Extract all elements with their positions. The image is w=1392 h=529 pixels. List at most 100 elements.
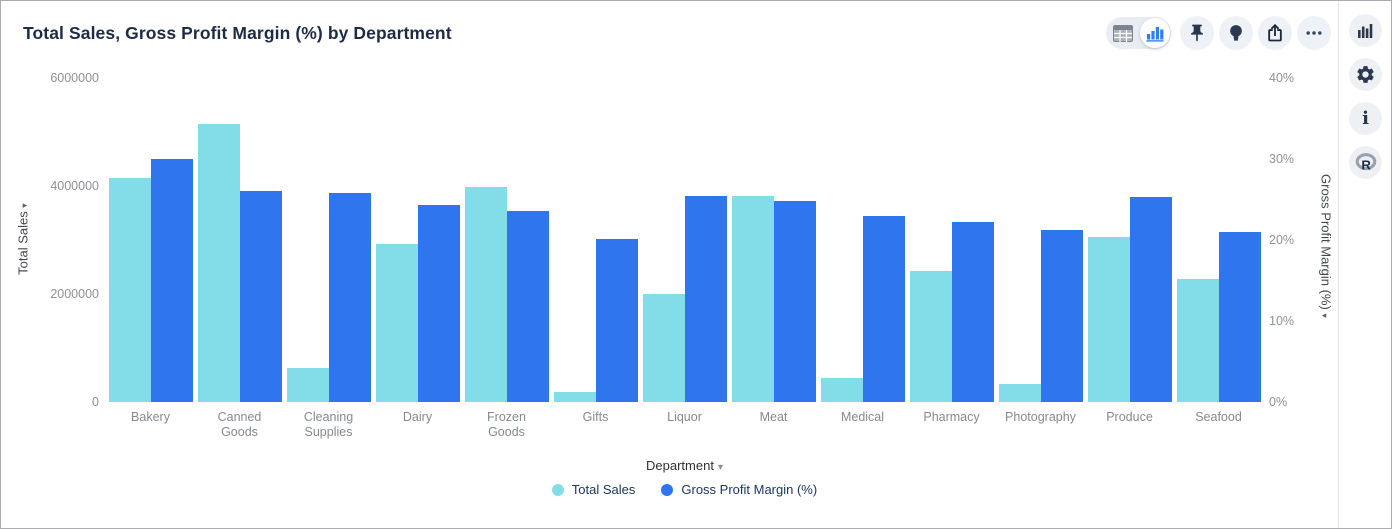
x-tick-label: Frozen Goods — [487, 410, 526, 439]
y-tick-label-right: 10% — [1269, 314, 1295, 328]
gear-icon — [1357, 66, 1374, 83]
legend-item[interactable]: Total Sales — [551, 482, 636, 497]
chart-toolbar — [1106, 16, 1331, 50]
x-tick-label: Produce — [1106, 410, 1153, 424]
y-tick-label-right: 30% — [1269, 152, 1295, 166]
bar-total-sales[interactable] — [731, 195, 774, 402]
pin-icon — [1191, 24, 1203, 42]
y-tick-label-left: 6000000 — [50, 71, 99, 85]
plot-area: Bakery Canned Goods Cleaning Supplies Dairy… — [106, 78, 1263, 439]
x-tick-label: Cleaning Supplies — [303, 410, 354, 439]
x-tick-label: Bakery — [131, 410, 170, 424]
export-button[interactable] — [1258, 16, 1292, 50]
info-icon: i — [1362, 107, 1369, 129]
page-title: Total Sales, Gross Profit Margin (%) by … — [23, 23, 452, 43]
lightbulb-icon — [1230, 25, 1242, 41]
bar-total-sales[interactable] — [998, 383, 1041, 402]
table-view-icon — [1113, 24, 1133, 42]
legend-label: Gross Profit Margin (%) — [681, 482, 818, 497]
bar-gross-profit-margin[interactable] — [1218, 231, 1261, 402]
bar-gross-profit-margin[interactable] — [239, 191, 282, 402]
more-options-button[interactable] — [1297, 16, 1331, 50]
bar-total-sales[interactable] — [642, 294, 685, 402]
settings-button[interactable] — [1349, 58, 1382, 91]
export-icon — [1268, 23, 1282, 42]
x-tick-label: Gifts — [582, 410, 609, 424]
bar-total-sales[interactable] — [108, 177, 151, 402]
svg-text:R: R — [1361, 157, 1371, 172]
axis-arrow-icon: ▸ — [22, 199, 28, 210]
bar-gross-profit-margin[interactable] — [595, 239, 638, 402]
y-axis-title-left: Total Sales ▸ — [15, 199, 31, 275]
y-axis-title-right: Gross Profit Margin (%) ◂ — [1318, 174, 1334, 321]
chart-legend: Total Sales Gross Profit Margin (%) — [106, 482, 1263, 497]
legend-item[interactable]: Gross Profit Margin (%) — [661, 482, 817, 497]
x-tick-label: Dairy — [402, 410, 433, 424]
x-tick-label: Seafood — [1195, 410, 1242, 424]
bar-gross-profit-margin[interactable] — [951, 222, 994, 402]
bar-total-sales[interactable] — [286, 367, 329, 402]
r-logo-icon: R — [1355, 153, 1376, 172]
bar-total-sales[interactable] — [375, 243, 418, 402]
bar-total-sales[interactable] — [1087, 236, 1130, 402]
bar-gross-profit-margin[interactable] — [684, 196, 727, 402]
view-toggle — [1106, 17, 1171, 49]
legend-dot-icon — [661, 483, 674, 496]
bar-gross-profit-margin[interactable] — [417, 205, 460, 402]
bar-group: Dairy — [373, 78, 462, 424]
info-button[interactable]: i — [1349, 102, 1382, 135]
bar-group: Meat — [729, 78, 818, 424]
rail-divider — [1338, 1, 1339, 528]
bar-group: Bakery — [106, 78, 195, 424]
y-tick-label-left: 2000000 — [50, 287, 99, 301]
bar-group: Cleaning Supplies — [284, 78, 373, 439]
bar-group: Seafood — [1174, 78, 1263, 424]
bar-gross-profit-margin[interactable] — [773, 201, 816, 402]
bar-total-sales[interactable] — [553, 392, 596, 402]
x-tick-label: Meat — [759, 410, 788, 424]
x-tick-label: Medical — [840, 410, 885, 424]
bar-gross-profit-margin[interactable] — [1129, 197, 1172, 402]
bar-chart-view-icon — [1146, 26, 1164, 42]
bar-gross-profit-margin[interactable] — [328, 193, 371, 402]
bar-total-sales[interactable] — [820, 378, 863, 402]
bar-total-sales[interactable] — [1176, 278, 1219, 402]
x-tick-label: Photography — [1005, 410, 1076, 424]
chart-view-button[interactable] — [1140, 18, 1170, 48]
bar-total-sales[interactable] — [464, 187, 507, 402]
r-language-button[interactable]: R — [1349, 146, 1382, 179]
y-tick-label-left: 0 — [92, 395, 99, 409]
bar-group: Gifts — [551, 78, 640, 424]
y-tick-label-right: 0% — [1269, 395, 1288, 409]
ellipsis-icon — [1306, 31, 1322, 35]
bar-gross-profit-margin[interactable] — [506, 210, 549, 402]
x-axis-title[interactable]: Department ▾ — [646, 458, 723, 473]
side-rail: i R — [1349, 14, 1382, 179]
insights-button[interactable] — [1219, 16, 1253, 50]
bar-group: Liquor — [640, 78, 729, 424]
bar-total-sales[interactable] — [197, 123, 240, 402]
bar-gross-profit-margin[interactable] — [862, 215, 905, 402]
chart-type-icon — [1357, 24, 1372, 38]
axis-arrow-icon: ◂ — [1321, 310, 1327, 321]
legend-label: Total Sales — [571, 482, 636, 497]
x-tick-label: Liquor — [667, 410, 702, 424]
bar-gross-profit-margin[interactable] — [1040, 230, 1083, 402]
y-tick-label-right: 40% — [1269, 71, 1295, 85]
bar-group: Frozen Goods — [462, 78, 551, 439]
bar-total-sales[interactable] — [909, 270, 952, 402]
table-view-button[interactable] — [1107, 17, 1139, 49]
bar-gross-profit-margin[interactable] — [150, 159, 193, 402]
bar-group: Pharmacy — [907, 78, 996, 424]
bar-group: Canned Goods — [195, 78, 284, 439]
bar-group: Photography — [996, 78, 1085, 424]
legend-dot-icon — [551, 483, 564, 496]
y-tick-label-left: 4000000 — [50, 179, 99, 193]
chart-type-button[interactable] — [1349, 14, 1382, 47]
pin-button[interactable] — [1180, 16, 1214, 50]
x-tick-label: Pharmacy — [923, 410, 980, 424]
bar-group: Produce — [1085, 78, 1174, 424]
x-tick-label: Canned Goods — [217, 410, 262, 439]
